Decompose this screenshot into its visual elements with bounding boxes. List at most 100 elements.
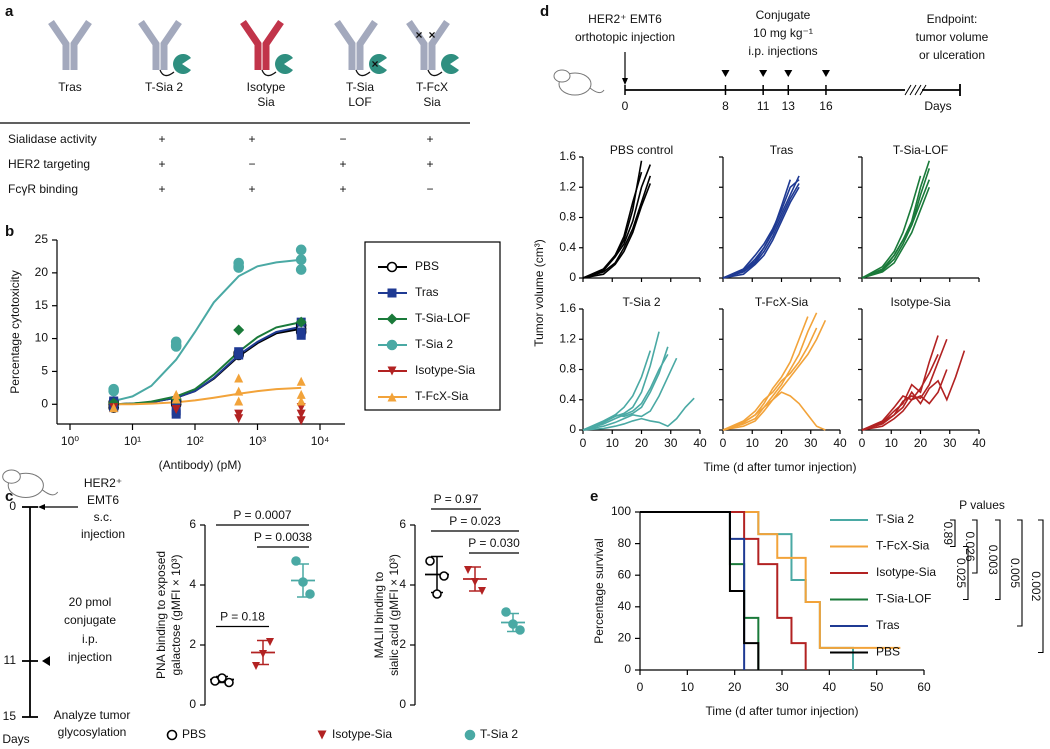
legend-label: T-Sia 2 (876, 512, 914, 526)
event-text: EMT6 (87, 493, 119, 507)
legend-label: T-FcX-Sia (415, 389, 469, 403)
panel-title: T-Sia-LOF (893, 143, 948, 157)
legend-label: T-Sia-LOF (876, 592, 931, 606)
x-tick-label: 10⁰ (61, 434, 79, 448)
axis-break (904, 84, 927, 96)
panel-title: T-Sia 2 (622, 295, 660, 309)
day-label: 13 (782, 99, 796, 113)
property-cell: + (426, 132, 433, 146)
data-point (233, 262, 244, 273)
y-tick-label: 20 (618, 631, 632, 645)
y-tick-label: 100 (611, 504, 631, 518)
tumor-curve (582, 350, 652, 431)
tumor-curve (722, 186, 800, 279)
y-tick-label: 15 (35, 298, 49, 312)
mouse-head (2, 469, 21, 484)
y-tick-label: 2 (399, 637, 406, 651)
p-value: P = 0.0038 (254, 530, 312, 544)
antibody-icon: × × (406, 20, 459, 77)
sialidase-enzyme (369, 54, 387, 74)
x-tick-label: 20 (914, 436, 928, 450)
data-point (515, 625, 525, 635)
p-bracket (972, 519, 978, 574)
antibody-name: Isotype (247, 80, 286, 94)
data-point (296, 396, 306, 406)
y-tick-label: 0.8 (559, 210, 576, 224)
tumor-curve (722, 179, 792, 279)
tumor-curve (722, 327, 818, 431)
legend-label: Isotype-Sia (332, 727, 392, 741)
panel-label: a (5, 3, 14, 20)
p-bracket (995, 519, 1001, 601)
p-value: 0.003 (986, 545, 1000, 575)
legend-label: T-Sia 2 (415, 337, 453, 351)
y-axis-label: PNA binding to exposed (154, 551, 168, 679)
event-text: HER2⁺ (84, 476, 122, 490)
x-tick-label: 20 (635, 436, 649, 450)
tumor-curve (722, 391, 826, 431)
data-point (234, 373, 244, 383)
panel-label: e (590, 488, 598, 505)
tumor-curve (722, 179, 800, 279)
y-axis-label: sialic acid (gMFI × 10³) (387, 554, 401, 676)
p-value: 0.89 (941, 522, 955, 546)
event-text: 10 mg kg⁻¹ (753, 26, 813, 40)
sialidase-enzyme (441, 54, 459, 74)
tumor-curve (722, 316, 809, 431)
x-tick-label: 30 (804, 436, 818, 450)
panel-title: PBS control (610, 143, 673, 157)
antibody-name: T-Sia 2 (145, 80, 183, 94)
panel-label: c (5, 488, 13, 505)
data-point (266, 638, 274, 646)
p-value: 0.025 (954, 558, 968, 588)
tumor-curve (861, 338, 948, 431)
antibody-name: T-FcX (416, 80, 448, 94)
antibody-name: LOF (348, 95, 371, 109)
legend-marker (317, 730, 327, 740)
panel-title: T-FcX-Sia (755, 295, 809, 309)
tumor-curve (582, 397, 695, 431)
event-text: orthotopic injection (575, 30, 675, 44)
injection-marker (821, 70, 830, 77)
event-text: conjugate (64, 613, 116, 627)
property-cell: + (158, 157, 165, 171)
data-point (478, 587, 486, 595)
data-point (305, 589, 315, 599)
tumor-curve (722, 175, 800, 279)
event-text: glycosylation (58, 725, 127, 739)
day-label: 11 (757, 99, 770, 113)
legend-marker (387, 366, 397, 376)
day-label: 15 (3, 709, 17, 723)
tumor-curve (582, 357, 678, 431)
y-axis-label: Tumor volume (cm³) (532, 239, 546, 347)
fit-curve (113, 327, 302, 406)
mouse-icon (553, 69, 605, 96)
property-cell: + (339, 157, 346, 171)
day-label: 16 (819, 99, 833, 113)
property-cell: + (339, 182, 346, 196)
injection-marker (759, 70, 768, 77)
tumor-curve (582, 346, 669, 431)
p-bracket (950, 519, 956, 548)
antibody-icon (240, 20, 293, 77)
event-text: Analyze tumor (54, 708, 131, 722)
y-tick-label: 4 (399, 577, 406, 591)
data-point (295, 254, 307, 266)
y-tick-label: 0.4 (559, 392, 576, 406)
y-tick-label: 0 (569, 422, 576, 436)
p-value: 0.026 (963, 531, 977, 561)
panel-label: b (5, 223, 14, 240)
legend-label: PBS (876, 645, 900, 659)
y-tick-label: 60 (618, 567, 632, 581)
antibody-shape (138, 20, 182, 70)
data-point (432, 589, 442, 599)
p-value: P = 0.023 (449, 514, 501, 528)
linker (427, 69, 443, 77)
x-tick-label: 30 (775, 680, 789, 694)
p-value: P = 0.030 (468, 536, 520, 550)
p-value: P = 0.97 (434, 492, 479, 506)
property-label: HER2 targeting (8, 157, 90, 171)
property-label: Sialidase activity (8, 132, 97, 146)
data-point (296, 416, 306, 426)
